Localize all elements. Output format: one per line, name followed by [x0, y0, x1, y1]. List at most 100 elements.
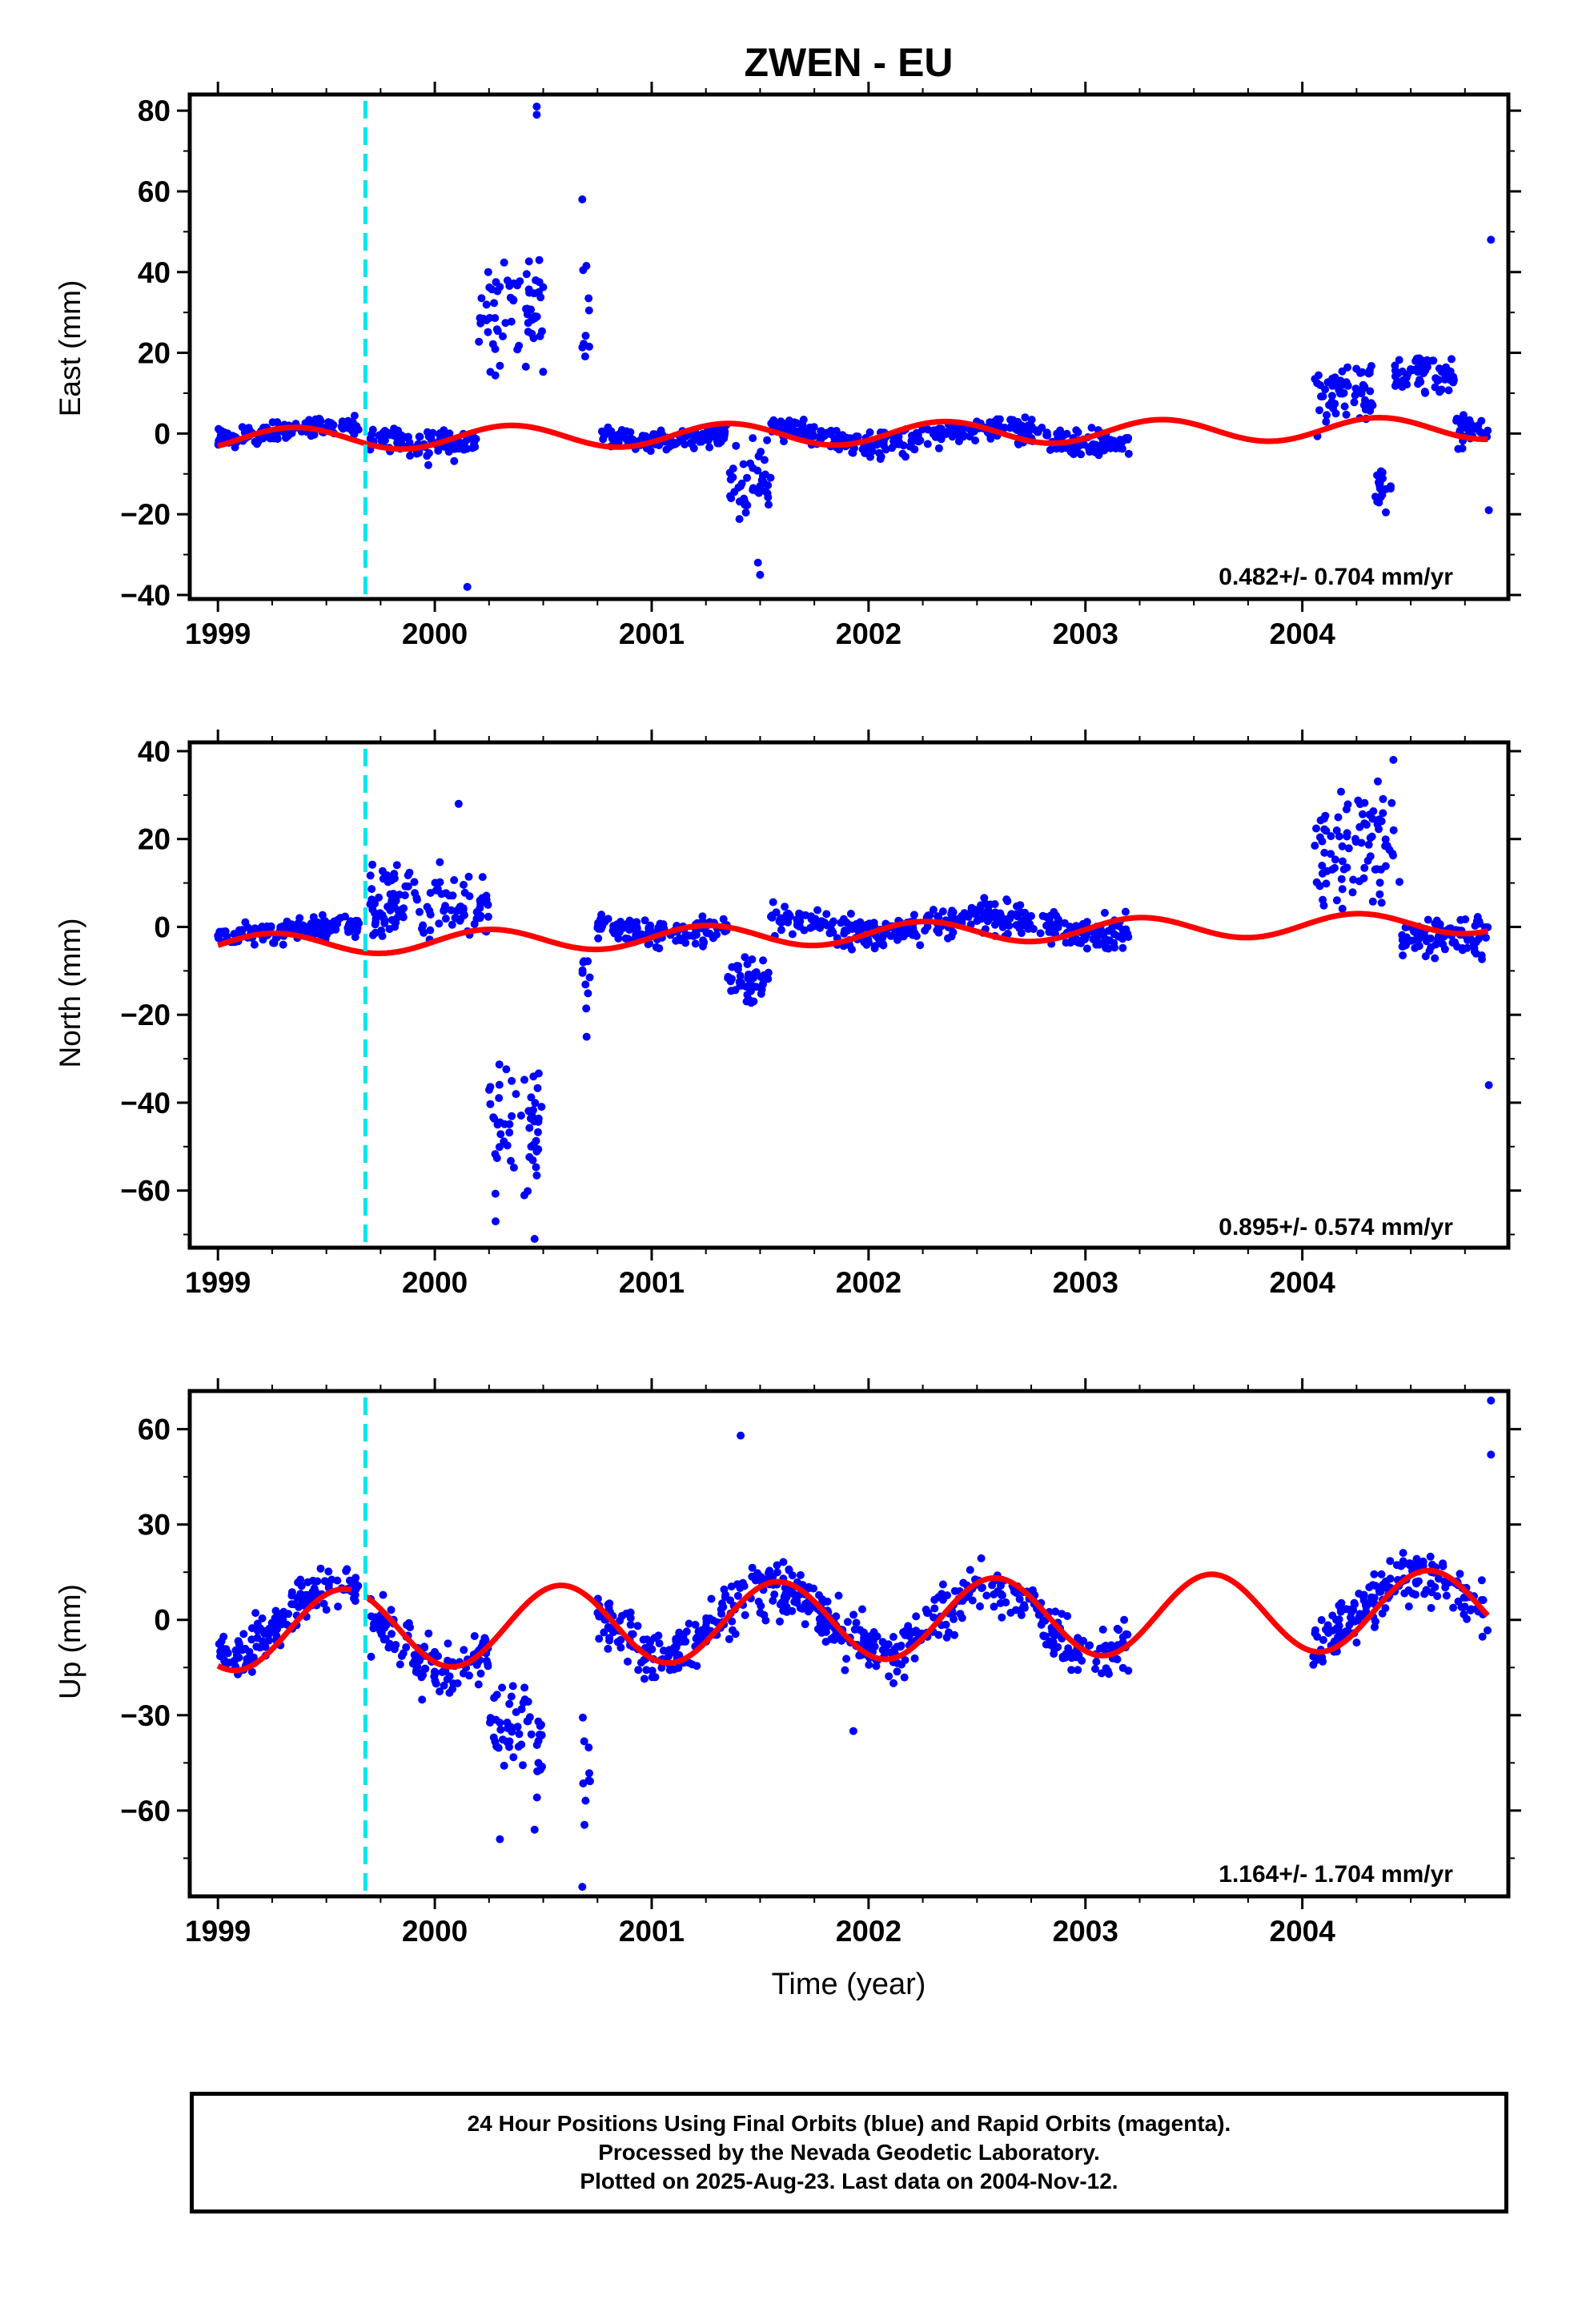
north-data-point — [267, 922, 275, 931]
up-data-point — [858, 1605, 866, 1614]
north-data-point — [1320, 848, 1329, 857]
east-x-tick-label: 1999 — [185, 617, 251, 650]
up-data-point — [253, 1619, 262, 1628]
east-data-point — [865, 428, 874, 436]
east-data-point — [500, 258, 508, 267]
x-axis-label: Time (year) — [772, 1968, 926, 2001]
north-data-point — [534, 1114, 543, 1123]
east-data-point — [468, 444, 477, 452]
east-data-point — [1062, 429, 1071, 438]
north-data-point — [327, 919, 335, 928]
north-data-point — [1343, 863, 1351, 872]
east-data-point — [1352, 364, 1361, 373]
north-data-point — [386, 890, 395, 899]
up-data-point — [966, 1566, 974, 1574]
north-plot-frame — [187, 740, 1511, 1250]
north-data-point — [531, 1099, 540, 1108]
east-data-point — [1321, 385, 1330, 394]
up-data-point — [1439, 1559, 1447, 1568]
north-data-point — [509, 1164, 518, 1172]
north-data-point — [1360, 819, 1369, 828]
east-data-point — [899, 441, 908, 450]
up-data-point — [685, 1619, 693, 1628]
up-data-point — [449, 1679, 458, 1688]
north-data-point — [390, 870, 399, 879]
up-data-point — [738, 1578, 747, 1587]
north-data-point — [1403, 938, 1411, 947]
east-data-point — [580, 352, 589, 361]
up-data-point — [770, 1590, 779, 1598]
up-data-point — [445, 1672, 454, 1681]
east-data-point — [579, 266, 588, 275]
up-data-point — [897, 1641, 905, 1650]
up-data-point — [1355, 1610, 1364, 1618]
up-data-point — [761, 1616, 770, 1625]
north-data-point — [276, 923, 285, 931]
north-data-point — [1318, 862, 1327, 870]
east-data-point — [424, 460, 432, 469]
east-data-point — [741, 509, 750, 517]
north-data-point — [865, 919, 873, 928]
north-data-point — [1389, 826, 1398, 834]
east-data-point — [528, 329, 536, 338]
east-data-point — [781, 425, 789, 434]
up-data-point — [1427, 1579, 1435, 1588]
east-data-point — [1331, 409, 1340, 418]
up-data-point — [313, 1577, 322, 1586]
east-data-point — [1441, 371, 1450, 380]
north-data-point — [413, 895, 421, 904]
up-data-point — [950, 1586, 959, 1595]
east-data-point — [763, 489, 772, 497]
east-data-point — [524, 285, 533, 294]
north-data-point — [598, 922, 607, 931]
north-data-point — [741, 953, 749, 962]
north-data-point — [1411, 935, 1419, 944]
up-data-point — [430, 1672, 439, 1681]
up-data-point — [639, 1635, 648, 1644]
up-data-point — [873, 1632, 881, 1641]
up-data-point — [1328, 1626, 1337, 1635]
north-data-point — [448, 920, 456, 929]
up-data-point — [482, 1656, 491, 1665]
north-data-point — [1377, 899, 1386, 907]
east-data-point — [995, 422, 1004, 431]
up-data-point — [486, 1719, 494, 1727]
up-data-point — [882, 1647, 891, 1655]
north-data-point — [1046, 911, 1055, 920]
north-data-point — [484, 912, 492, 921]
east-data-point — [646, 447, 655, 456]
up-data-point — [1046, 1637, 1054, 1646]
up-data-point — [748, 1563, 757, 1572]
up-data-point — [757, 1602, 765, 1610]
north-data-point — [450, 876, 459, 884]
east-data-point — [581, 332, 590, 340]
up-data-point — [534, 1717, 543, 1726]
up-data-point — [741, 1610, 749, 1619]
east-data-point — [1319, 392, 1327, 400]
up-data-point — [1050, 1645, 1059, 1654]
up-data-point — [830, 1635, 838, 1644]
up-data-point — [595, 1612, 604, 1621]
up-data-point — [1362, 1602, 1371, 1610]
east-data-point — [513, 281, 522, 290]
east-data-points — [214, 103, 1496, 591]
up-data-point — [1386, 1557, 1395, 1566]
up-data-point — [440, 1681, 448, 1690]
north-data-point — [597, 911, 606, 919]
up-data-point — [1006, 1608, 1015, 1617]
up-data-point — [1092, 1658, 1101, 1666]
up-data-point — [1350, 1598, 1359, 1607]
up-data-point — [1317, 1616, 1326, 1624]
north-data-point — [748, 955, 757, 963]
up-data-point — [1124, 1667, 1133, 1675]
east-data-point — [721, 428, 729, 437]
north-data-point — [719, 915, 728, 923]
north-data-point — [529, 1072, 538, 1081]
east-data-point — [777, 419, 785, 428]
east-y-tick-label: 80 — [138, 94, 171, 127]
up-data-point — [1017, 1610, 1026, 1619]
panel-north: North (mm) 0.895+/- 0.574 mm/yr 1999 2000… — [54, 730, 1521, 1299]
east-data-point — [1124, 449, 1133, 458]
up-rate-label: 1.164+/- 1.704 mm/yr — [1219, 1861, 1453, 1888]
north-data-point — [977, 901, 986, 910]
